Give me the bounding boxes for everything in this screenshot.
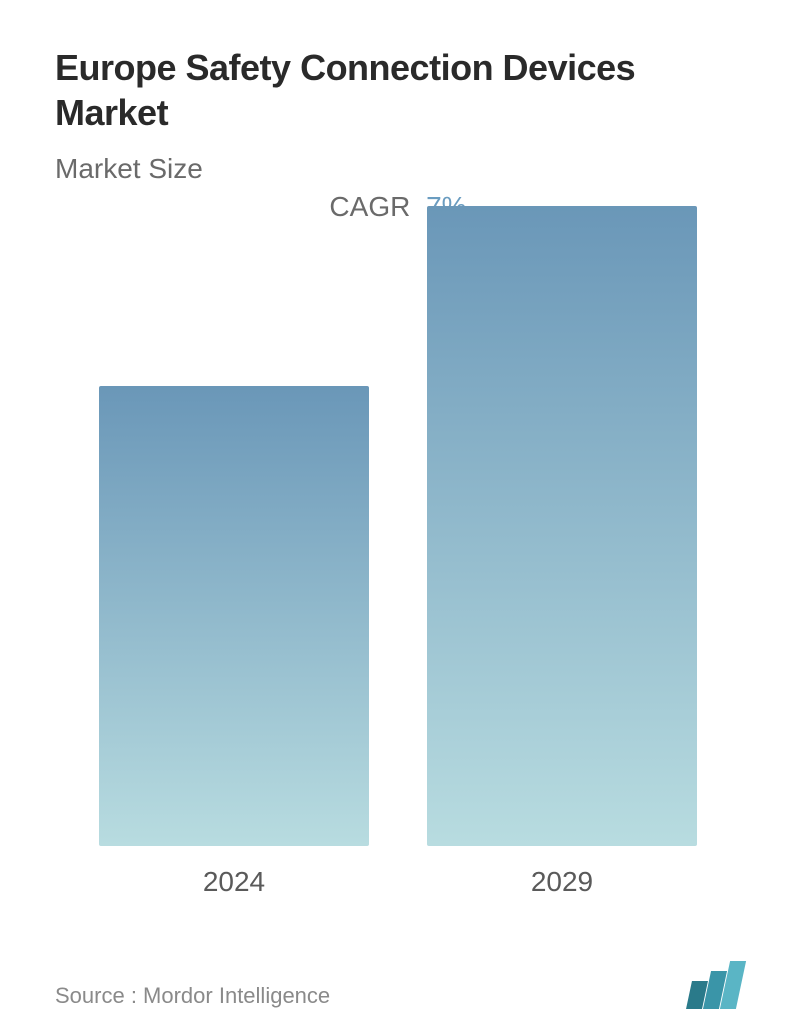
bar-group-0: 2024 xyxy=(99,386,369,898)
source-prefix: Source : xyxy=(55,983,143,1008)
chart-title: Europe Safety Connection Devices Market xyxy=(55,45,741,135)
logo-bar-icon xyxy=(720,961,746,1009)
brand-logo xyxy=(689,961,741,1009)
bar-0 xyxy=(99,386,369,846)
bar-label-1: 2029 xyxy=(531,866,593,898)
source-name: Mordor Intelligence xyxy=(143,983,330,1008)
bar-1 xyxy=(427,206,697,846)
chart-subtitle: Market Size xyxy=(55,153,741,185)
bar-chart: 2024 2029 xyxy=(55,258,741,898)
bar-label-0: 2024 xyxy=(203,866,265,898)
footer: Source : Mordor Intelligence xyxy=(55,961,741,1009)
cagr-label: CAGR xyxy=(329,191,410,222)
bar-group-1: 2029 xyxy=(427,206,697,898)
source-text: Source : Mordor Intelligence xyxy=(55,983,330,1009)
